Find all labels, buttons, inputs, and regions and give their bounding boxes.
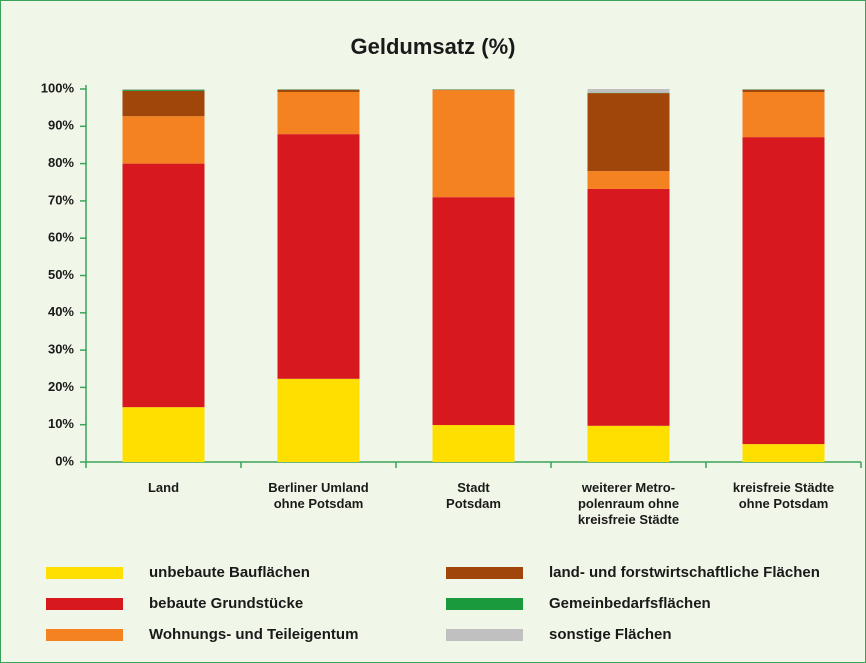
bar-segment (742, 89, 825, 92)
bar-segment (277, 134, 360, 379)
bar-segment (742, 137, 825, 445)
bar-segment (432, 425, 515, 462)
bar-segment (432, 197, 515, 426)
bar-segment (742, 444, 825, 462)
legend-swatch (46, 598, 123, 610)
y-tick-label: 70% (48, 192, 74, 207)
x-tick-label: Berliner Umland ohne Potsdam (268, 480, 369, 511)
bar-segment (277, 89, 360, 92)
y-tick-label: 90% (48, 118, 74, 133)
bar-segment (277, 91, 360, 135)
bar-segment (587, 425, 670, 462)
legend-swatch (446, 567, 523, 579)
y-tick-label: 100% (41, 80, 75, 95)
legend-swatch (46, 629, 123, 641)
legend-label: sonstige Flächen (549, 626, 672, 643)
x-tick-label: Land (147, 480, 180, 495)
y-tick-label: 60% (48, 230, 74, 245)
bar-segment (122, 89, 205, 91)
legend-swatch (446, 598, 523, 610)
y-tick-label: 40% (48, 304, 74, 319)
y-tick-label: 20% (48, 379, 74, 394)
y-tick-label: 80% (48, 155, 74, 170)
bar-segment (587, 89, 670, 93)
y-tick-label: 30% (48, 342, 74, 357)
chart-title: Geldumsatz (%) (350, 34, 515, 59)
legend-swatch (446, 629, 523, 641)
y-tick-label: 50% (48, 267, 74, 282)
bar-segment (742, 91, 825, 138)
bar-segment (122, 89, 205, 90)
bar-segment (122, 116, 205, 164)
legend-label: land- und forstwirtschaftliche Flächen (549, 564, 820, 581)
x-tick-label: kreisfreie Städte ohne Potsdam (732, 480, 835, 511)
legend-label: bebaute Grundstücke (149, 595, 303, 612)
y-tick-label: 10% (48, 416, 74, 431)
bar-segment (587, 188, 670, 426)
bar-segment (277, 378, 360, 462)
bar-segment (432, 90, 515, 198)
x-tick-label: weiterer Metro- polenraum ohne kreisfrei… (577, 480, 680, 527)
bar-segment (122, 163, 205, 408)
legend-label: unbebaute Bauflächen (149, 564, 310, 581)
bar-segment (587, 93, 670, 172)
y-tick-label: 0% (55, 453, 74, 468)
x-tick-label: Stadt Potsdam (446, 480, 501, 511)
legend-label: Gemeinbedarfsflächen (549, 595, 711, 612)
bar-segment (122, 90, 205, 117)
bar-segment (122, 407, 205, 462)
legend-label: Wohnungs- und Teileigentum (149, 626, 358, 643)
legend-swatch (46, 567, 123, 579)
bar-segment (587, 171, 670, 189)
